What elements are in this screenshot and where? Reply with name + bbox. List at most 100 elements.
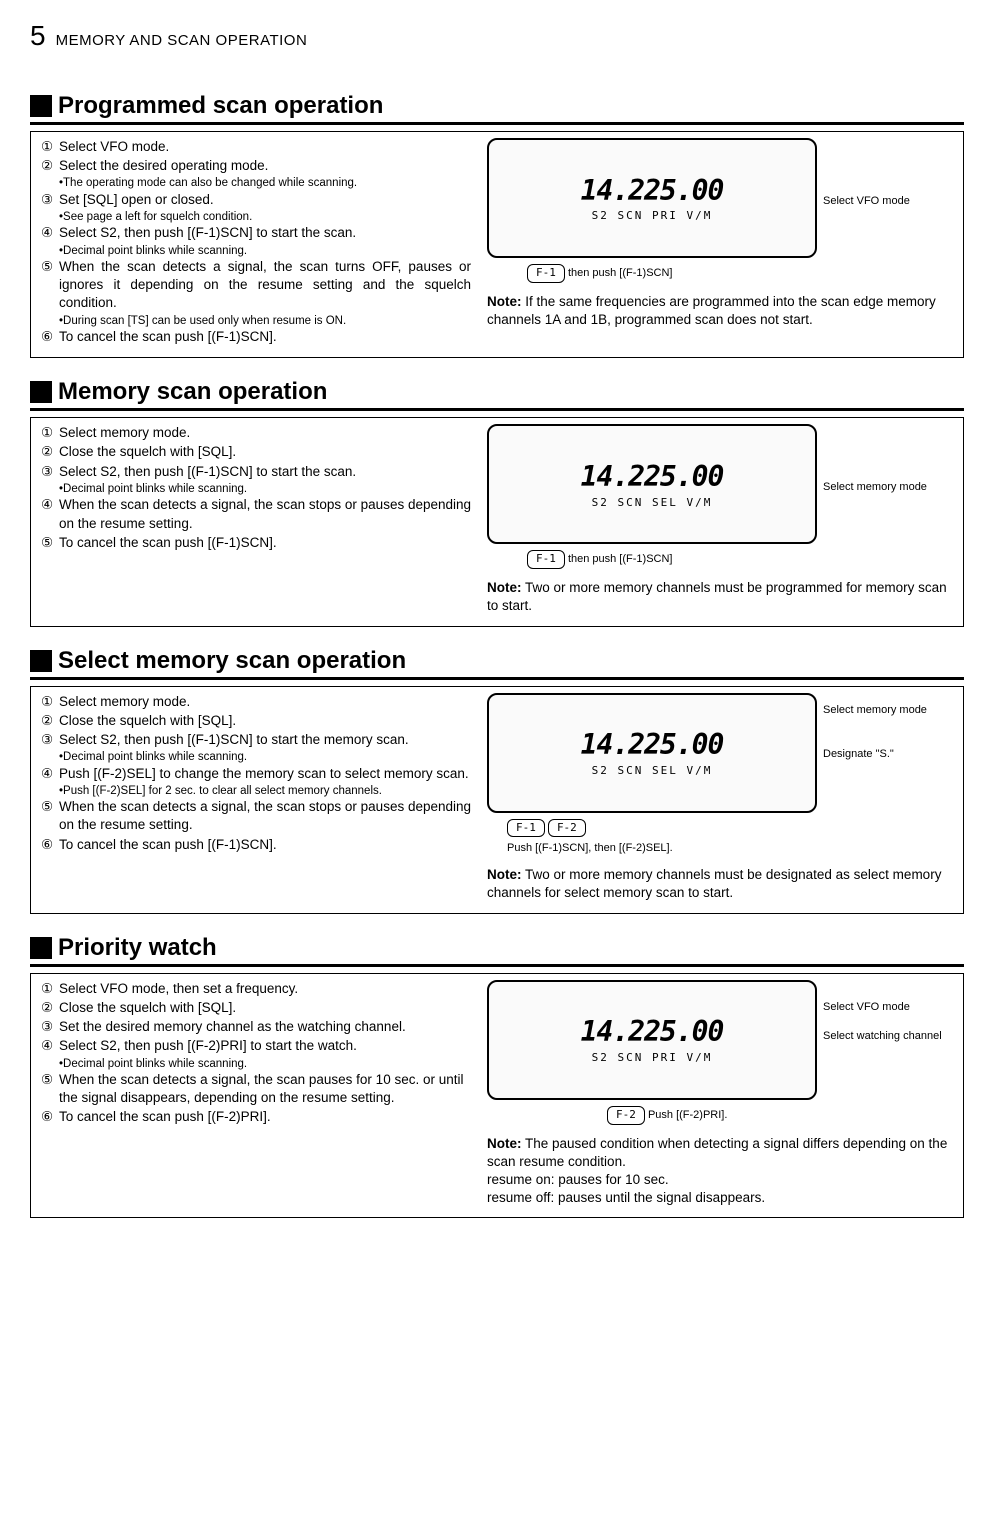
section-body-memory: ①Select memory mode. ②Close the squelch … <box>30 417 964 626</box>
key-f1-icon: F-1 <box>527 264 565 283</box>
section-priority: Priority watch ①Select VFO mode, then se… <box>30 934 964 1219</box>
step-text: To cancel the scan push [(F-1)SCN]. <box>59 836 471 854</box>
lcd-display: 14.225.00 S2 SCN SEL V/M <box>487 424 817 544</box>
note-text: If the same frequencies are programmed i… <box>487 294 936 327</box>
block-marker-icon <box>30 650 52 672</box>
sub-note: •Decimal point blinks while scanning. <box>59 750 471 764</box>
caption-text: then push [(F-1)SCN] <box>568 267 673 279</box>
step-num: ② <box>41 157 59 175</box>
step-num: ⑤ <box>41 1071 59 1107</box>
step-text: When the scan detects a signal, the scan… <box>59 258 471 313</box>
right-col-priority: 14.225.00 S2 SCN PRI V/M Select VFO mode… <box>487 980 953 1208</box>
step-num: ① <box>41 980 59 998</box>
step-text: Select S2, then push [(F-2)PRI] to start… <box>59 1037 471 1055</box>
right-col-select-memory: 14.225.00 S2 SCN SEL V/M Select memory m… <box>487 693 953 903</box>
page-header: 5 MEMORY AND SCAN OPERATION <box>30 20 964 52</box>
sub-note: •Decimal point blinks while scanning. <box>59 1057 471 1071</box>
sub-note: •See page a left for squelch condition. <box>59 210 471 224</box>
step-num: ⑤ <box>41 534 59 552</box>
steps-programmed: ①Select VFO mode. ②Select the desired op… <box>41 138 471 347</box>
note-label: Note: <box>487 580 522 595</box>
section-heading-priority: Priority watch <box>30 934 964 967</box>
step-text: Select the desired operating mode. <box>59 157 471 175</box>
caption-text: then push [(F-1)SCN] <box>568 553 673 565</box>
step-num: ⑤ <box>41 258 59 313</box>
block-marker-icon <box>30 937 52 959</box>
section-heading-programmed: Programmed scan operation <box>30 92 964 125</box>
block-marker-icon <box>30 381 52 403</box>
steps-priority: ①Select VFO mode, then set a frequency. … <box>41 980 471 1208</box>
step-num: ② <box>41 712 59 730</box>
lcd-side-label-2: Select watching channel <box>823 1029 942 1044</box>
lcd-display: 14.225.00 S2 SCN PRI V/M <box>487 138 817 258</box>
note-select-memory: Note: Two or more memory channels must b… <box>487 866 953 902</box>
step-text: Select VFO mode. <box>59 138 471 156</box>
heading-text: Memory scan operation <box>58 378 327 406</box>
note-extra-1: resume on: pauses for 10 sec. <box>487 1171 953 1189</box>
lcd-side-label: Select VFO mode <box>823 194 910 209</box>
step-text: Close the squelch with [SQL]. <box>59 712 471 730</box>
key-f2-icon: F-2 <box>607 1106 645 1125</box>
lcd-freq: 14.225.00 <box>581 1013 724 1051</box>
lcd-menu-row: S2 SCN SEL V/M <box>592 496 713 511</box>
step-num: ④ <box>41 224 59 242</box>
step-text: When the scan detects a signal, the scan… <box>59 1071 471 1107</box>
note-programmed: Note: If the same frequencies are progra… <box>487 293 953 329</box>
right-col-programmed: 14.225.00 S2 SCN PRI V/M Select VFO mode… <box>487 138 953 347</box>
lcd-freq: 14.225.00 <box>581 726 724 764</box>
step-num: ① <box>41 424 59 442</box>
step-text: Close the squelch with [SQL]. <box>59 443 471 461</box>
step-text: Push [(F-2)SEL] to change the memory sca… <box>59 765 471 783</box>
lcd-caption: F-1 then push [(F-1)SCN] <box>487 264 953 283</box>
sub-note: •Decimal point blinks while scanning. <box>59 482 471 496</box>
lcd-menu-row: S2 SCN SEL V/M <box>592 764 713 779</box>
note-label: Note: <box>487 1136 522 1151</box>
sub-note: •During scan [TS] can be used only when … <box>59 314 471 328</box>
note-label: Note: <box>487 867 522 882</box>
block-marker-icon <box>30 95 52 117</box>
lcd-freq: 14.225.00 <box>581 172 724 210</box>
key-f2-icon: F-2 <box>548 819 586 838</box>
step-num: ④ <box>41 1037 59 1055</box>
sub-note: •Decimal point blinks while scanning. <box>59 244 471 258</box>
step-num: ④ <box>41 496 59 532</box>
step-text: Select S2, then push [(F-1)SCN] to start… <box>59 224 471 242</box>
note-text: Two or more memory channels must be desi… <box>487 867 941 900</box>
step-num: ① <box>41 138 59 156</box>
note-priority: Note: The paused condition when detectin… <box>487 1135 953 1171</box>
lcd-side-label: Select memory mode <box>823 703 927 718</box>
step-num: ④ <box>41 765 59 783</box>
note-memory: Note: Two or more memory channels must b… <box>487 579 953 615</box>
step-num: ② <box>41 999 59 1017</box>
step-num: ⑤ <box>41 798 59 834</box>
key-f1-icon: F-1 <box>507 819 545 838</box>
note-text: Two or more memory channels must be prog… <box>487 580 947 613</box>
step-num: ③ <box>41 191 59 209</box>
section-body-priority: ①Select VFO mode, then set a frequency. … <box>30 973 964 1219</box>
note-label: Note: <box>487 294 522 309</box>
step-text: To cancel the scan push [(F-2)PRI]. <box>59 1108 471 1126</box>
step-text: Set the desired memory channel as the wa… <box>59 1018 471 1036</box>
lcd-display: 14.225.00 S2 SCN SEL V/M <box>487 693 817 813</box>
note-extra-2: resume off: pauses until the signal disa… <box>487 1189 953 1207</box>
step-text: To cancel the scan push [(F-1)SCN]. <box>59 328 471 346</box>
lcd-freq: 14.225.00 <box>581 458 724 496</box>
step-text: When the scan detects a signal, the scan… <box>59 496 471 532</box>
step-num: ③ <box>41 731 59 749</box>
step-text: To cancel the scan push [(F-1)SCN]. <box>59 534 471 552</box>
page-title: MEMORY AND SCAN OPERATION <box>56 32 308 49</box>
section-heading-memory: Memory scan operation <box>30 378 964 411</box>
steps-select-memory: ①Select memory mode. ②Close the squelch … <box>41 693 471 903</box>
lcd-side-label: Select VFO mode <box>823 1000 942 1015</box>
lcd-menu-row: S2 SCN PRI V/M <box>592 209 713 224</box>
right-col-memory: 14.225.00 S2 SCN SEL V/M Select memory m… <box>487 424 953 615</box>
step-text: Select S2, then push [(F-1)SCN] to start… <box>59 731 471 749</box>
lcd-menu-row: S2 SCN PRI V/M <box>592 1051 713 1066</box>
section-programmed: Programmed scan operation ①Select VFO mo… <box>30 92 964 358</box>
sub-note: •The operating mode can also be changed … <box>59 176 471 190</box>
lcd-side-label: Select memory mode <box>823 480 927 495</box>
step-num: ③ <box>41 1018 59 1036</box>
section-memory: Memory scan operation ① Select memory mod… <box>30 378 964 626</box>
lcd-caption: F-1 then push [(F-1)SCN] <box>487 550 953 569</box>
lcd-side-label-2: Designate "S." <box>823 747 927 762</box>
